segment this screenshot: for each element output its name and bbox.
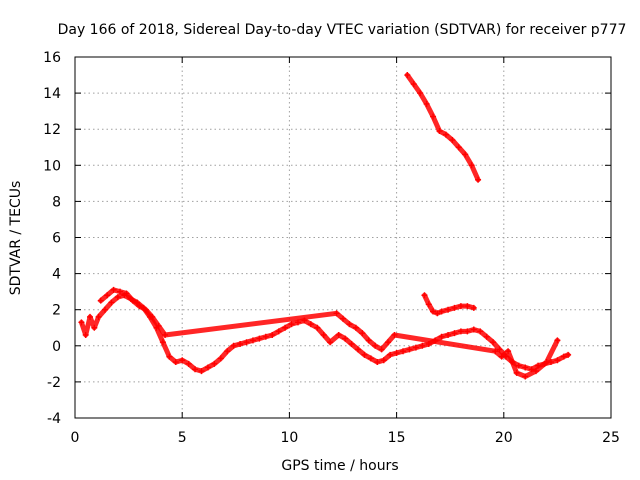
- x-tick-label: 5: [178, 430, 187, 446]
- series-trace: [98, 287, 560, 379]
- x-axis-ticks: 0 5 10 15 20 25: [71, 57, 620, 446]
- chart-title: Day 166 of 2018, Sidereal Day-to-day VTE…: [58, 22, 627, 38]
- y-tick-label: 8: [52, 194, 61, 210]
- series-main-trace: [78, 292, 572, 375]
- series-trace: [404, 72, 481, 183]
- x-tick-label: 0: [71, 430, 80, 446]
- y-axis-ticks: -4 -2 0 2 4 6 8 10 12 14 16: [43, 50, 611, 427]
- x-tick-label: 15: [388, 430, 406, 446]
- data-points: [78, 72, 572, 380]
- y-tick-label: 2: [52, 303, 61, 319]
- grid: [75, 57, 611, 418]
- x-tick-label: 20: [495, 430, 513, 446]
- y-tick-label: -4: [47, 411, 61, 427]
- y-tick-label: 0: [52, 339, 61, 355]
- series-trace: [78, 292, 571, 374]
- series-upper-trace: [404, 72, 482, 183]
- y-tick-label: 6: [52, 231, 61, 247]
- x-tick-label: 10: [280, 430, 298, 446]
- series-middle-branch: [421, 292, 477, 317]
- y-tick-label: 4: [52, 267, 61, 283]
- y-tick-label: 14: [43, 86, 61, 102]
- series-trace: [421, 292, 477, 316]
- y-tick-label: 12: [43, 122, 61, 138]
- y-tick-label: 10: [43, 158, 61, 174]
- y-tick-label: -2: [47, 375, 61, 391]
- series-secondary-branch: [97, 286, 561, 380]
- y-axis-label: SDTVAR / TECUs: [8, 181, 24, 296]
- x-axis-label: GPS time / hours: [281, 458, 398, 474]
- x-tick-label: 25: [602, 430, 620, 446]
- y-tick-label: 16: [43, 50, 61, 66]
